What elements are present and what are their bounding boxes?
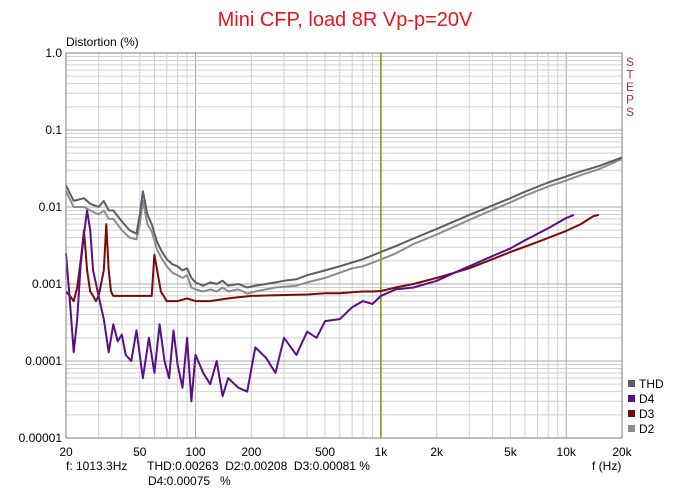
x-tick-label: 200 xyxy=(241,445,261,459)
x-axis-label: f (Hz) xyxy=(592,459,621,473)
y-tick-label: 0.1 xyxy=(45,123,62,137)
legend-swatch-d3 xyxy=(628,410,635,417)
side-label-letter: S xyxy=(626,105,634,119)
y-tick-label: 0.01 xyxy=(39,200,63,214)
x-tick-label: 10k xyxy=(557,445,577,459)
legend-label-d2: D2 xyxy=(639,422,655,436)
series-line-d2 xyxy=(65,158,623,295)
y-tick-labels: 1.0 0.1 0.01 0.001 0.0001 0.00001 xyxy=(19,46,63,445)
y-tick-label: 0.0001 xyxy=(25,354,62,368)
y-tick-label: 0.00001 xyxy=(19,431,63,445)
x-tick-label: 5k xyxy=(504,445,518,459)
legend-label-d3: D3 xyxy=(639,407,655,421)
side-label-letter: S xyxy=(626,55,634,69)
grid xyxy=(65,53,623,439)
y-tick-label: 1.0 xyxy=(45,46,62,60)
side-label-letter: T xyxy=(626,68,634,82)
side-label-letter: E xyxy=(626,80,634,94)
x-tick-label: 1k xyxy=(375,445,389,459)
x-tick-label: 500 xyxy=(315,445,335,459)
legend-swatch-d2 xyxy=(628,425,635,432)
legend-label-thd: THD xyxy=(639,377,664,391)
y-axis-label: Distortion (%) xyxy=(66,35,139,49)
x-tick-label: 2k xyxy=(430,445,444,459)
x-tick-label: 50 xyxy=(133,445,147,459)
legend-label-d4: D4 xyxy=(639,392,655,406)
legend-swatch-thd xyxy=(628,380,635,387)
chart-title: Mini CFP, load 8R Vp-p=20V xyxy=(218,9,473,31)
x-tick-label: 20 xyxy=(59,445,73,459)
x-tick-label: 100 xyxy=(186,445,206,459)
cursor-readout-line2: D4:0.00075 % xyxy=(148,474,231,488)
side-label-letter: P xyxy=(626,93,634,107)
series-line-d3 xyxy=(65,213,600,303)
plot-frame xyxy=(65,52,623,439)
series-line-d4 xyxy=(65,209,575,403)
legend-swatch-d4 xyxy=(628,395,635,402)
x-tick-label: 20k xyxy=(612,445,632,459)
y-tick-label: 0.001 xyxy=(32,277,62,291)
cursor-readout-line1: f: 1013.3Hz THD:0.00263 D2:0.00208 D3:0.… xyxy=(66,459,370,473)
series-lines xyxy=(65,156,623,403)
series-line-thd xyxy=(65,156,623,289)
x-tick-labels: 20 50 100 200 500 1k 2k 5k 10k 20k xyxy=(59,445,632,459)
